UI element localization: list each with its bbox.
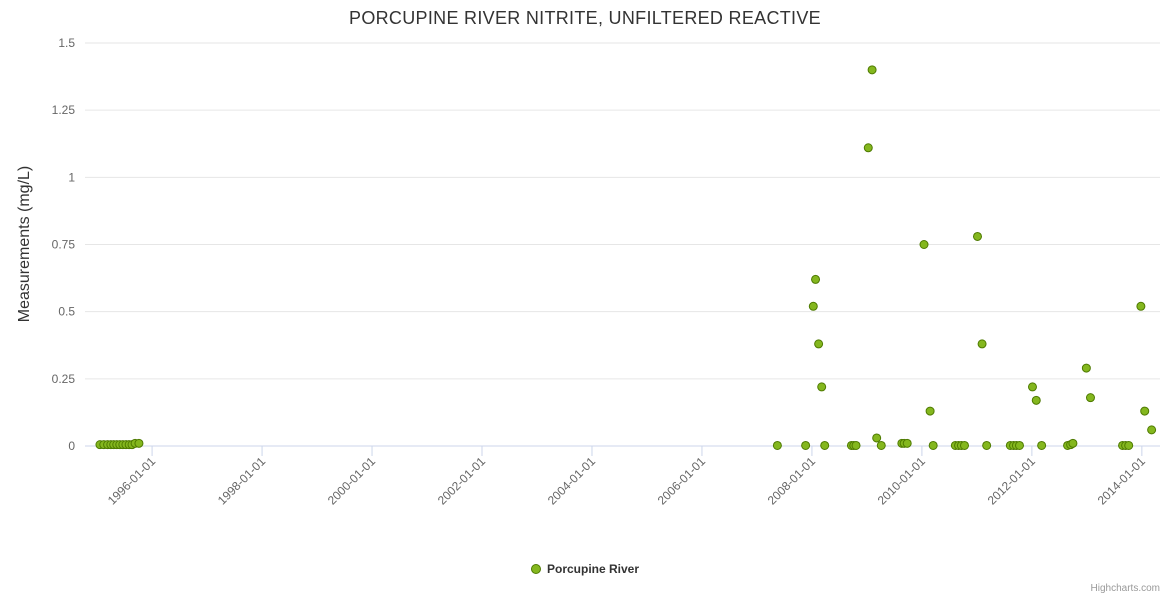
- x-axis-tick-label: 1996-01-01: [105, 454, 159, 508]
- x-axis-tick-label: 2008-01-01: [765, 454, 819, 508]
- y-axis-tick-label: 1.5: [58, 36, 75, 50]
- legend-marker-icon: [530, 564, 541, 574]
- y-axis-tick-label: 1: [68, 170, 75, 184]
- data-point[interactable]: [977, 339, 987, 349]
- x-axis-tick-label: 2002-01-01: [435, 454, 489, 508]
- data-point[interactable]: [1124, 440, 1134, 450]
- data-point[interactable]: [928, 440, 938, 450]
- y-axis-tick-label: 0.75: [52, 238, 76, 252]
- y-axis-tick-label: 0: [68, 439, 75, 453]
- data-point[interactable]: [814, 339, 824, 349]
- y-axis-tick-label: 0.5: [58, 305, 75, 319]
- x-axis-tick-label: 2004-01-01: [545, 454, 599, 508]
- y-axis-tick-label: 1.25: [52, 103, 76, 117]
- data-point[interactable]: [982, 440, 992, 450]
- x-axis-tick-label: 2010-01-01: [875, 454, 929, 508]
- data-point[interactable]: [808, 301, 818, 311]
- x-axis-tick-label: 2000-01-01: [325, 454, 379, 508]
- chart-title: PORCUPINE RIVER NITRITE, UNFILTERED REAC…: [349, 8, 821, 28]
- x-axis-tick-label: 1998-01-01: [215, 454, 269, 508]
- data-point[interactable]: [867, 65, 877, 75]
- y-axis-title: Measurements (mg/L): [16, 165, 33, 323]
- highcharts-credits-link[interactable]: Highcharts.com: [1090, 583, 1160, 594]
- data-point[interactable]: [1081, 363, 1091, 373]
- data-point[interactable]: [1136, 301, 1146, 311]
- data-point[interactable]: [820, 440, 830, 450]
- data-point[interactable]: [902, 438, 912, 448]
- data-point[interactable]: [1037, 440, 1047, 450]
- data-point[interactable]: [772, 440, 782, 450]
- data-point[interactable]: [876, 440, 886, 450]
- data-point[interactable]: [1031, 395, 1041, 405]
- data-point[interactable]: [811, 274, 821, 284]
- data-point[interactable]: [1027, 382, 1037, 392]
- data-point[interactable]: [863, 143, 873, 153]
- data-point[interactable]: [1014, 440, 1024, 450]
- x-axis-tick-label: 2012-01-01: [985, 454, 1039, 508]
- legend-item-porcupine-river[interactable]: Porcupine River: [530, 562, 640, 576]
- data-point[interactable]: [134, 438, 144, 448]
- data-point[interactable]: [1068, 438, 1078, 448]
- data-point[interactable]: [851, 440, 861, 450]
- legend-series-label: Porcupine River: [546, 562, 640, 576]
- x-axis-tick-label: 2014-01-01: [1095, 454, 1149, 508]
- data-point[interactable]: [919, 240, 929, 249]
- data-point[interactable]: [960, 440, 970, 450]
- data-point[interactable]: [972, 231, 982, 241]
- data-point[interactable]: [1140, 406, 1150, 416]
- data-point[interactable]: [872, 433, 882, 443]
- data-point[interactable]: [925, 406, 935, 416]
- data-point[interactable]: [1147, 425, 1157, 435]
- data-point[interactable]: [817, 382, 827, 392]
- x-axis-tick-label: 2006-01-01: [655, 454, 709, 508]
- data-point[interactable]: [1085, 393, 1095, 403]
- y-axis-tick-label: 0.25: [52, 372, 76, 386]
- data-point[interactable]: [801, 440, 811, 450]
